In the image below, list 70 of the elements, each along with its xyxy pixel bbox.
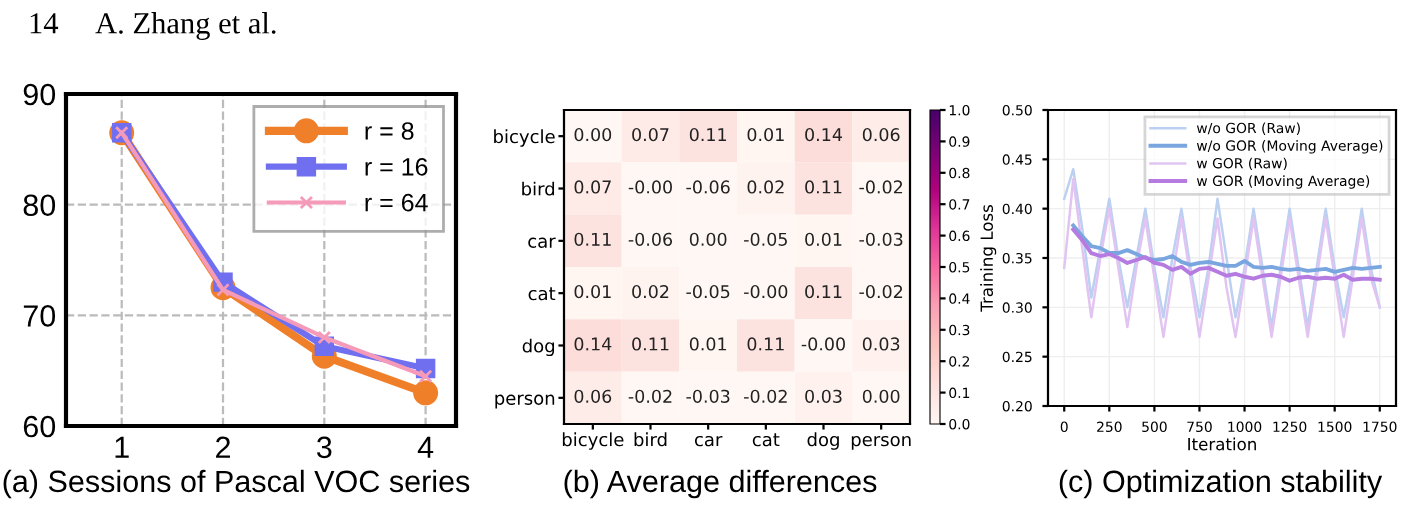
data-label: 0.06 xyxy=(574,389,612,403)
data-label: 0.02 xyxy=(632,285,669,299)
line-series xyxy=(1071,223,1382,274)
text: (b) Average differences xyxy=(564,469,877,499)
text: (a) Sessions of Pascal VOC series xyxy=(3,469,470,499)
legend-label: r = 16 xyxy=(365,157,428,176)
point xyxy=(413,380,439,406)
text: 14 A. Zhang et al. xyxy=(30,12,276,40)
x-tick-label: person xyxy=(851,435,911,450)
data-label: 0.01 xyxy=(805,232,842,246)
y-tick-label: 80 xyxy=(23,194,56,217)
data-label: 0.11 xyxy=(689,128,727,142)
y-tick-label: bird xyxy=(522,181,555,196)
legend-label: r = 8 xyxy=(365,122,414,140)
data-label: 0.03 xyxy=(805,389,842,403)
data-label: 0.14 xyxy=(574,337,612,351)
x-tick-label: 1 xyxy=(115,436,129,458)
x-tick-label: car xyxy=(694,435,723,447)
data-label: -0.03 xyxy=(859,232,903,246)
data-label: -0.02 xyxy=(859,180,903,194)
x-tick-label: bird xyxy=(634,432,667,447)
data-label: 0.00 xyxy=(862,389,900,403)
x-tick-label: 4 xyxy=(417,436,434,458)
data-label: 0.01 xyxy=(747,128,784,142)
data-label: 0.00 xyxy=(689,232,727,246)
data-label: -0.00 xyxy=(801,337,845,351)
y-tick-label: 90 xyxy=(23,83,56,106)
legend-label: r = 64 xyxy=(365,193,428,212)
data-label: 0.14 xyxy=(805,128,842,142)
data-label: 0.03 xyxy=(862,337,900,351)
data-label: 0.01 xyxy=(574,285,611,299)
data-label: -0.00 xyxy=(628,180,672,194)
data-label: -0.02 xyxy=(859,285,903,299)
data-label: -0.05 xyxy=(686,285,730,299)
x-tick-label: 2 xyxy=(216,436,230,458)
point xyxy=(418,369,433,384)
y-tick-label: 60 xyxy=(23,415,56,438)
data-label: -0.05 xyxy=(744,232,787,246)
data-label: -0.02 xyxy=(628,389,672,403)
data-label: -0.00 xyxy=(744,285,788,299)
x-tick-label: cat xyxy=(752,433,780,447)
line-series xyxy=(1071,227,1382,283)
data-label: 0.07 xyxy=(632,128,669,142)
data-label: 0.11 xyxy=(632,337,669,351)
data-label: 0.11 xyxy=(574,232,611,246)
data-label: -0.06 xyxy=(686,180,730,194)
data-label: 0.02 xyxy=(747,180,784,194)
x-tick-label: bicycle xyxy=(562,432,624,450)
data-label: 0.11 xyxy=(805,285,842,299)
y-tick-label: bicycle xyxy=(494,129,555,147)
y-tick-label: 70 xyxy=(23,305,56,327)
data-label: 0.11 xyxy=(805,180,842,194)
data-label: -0.06 xyxy=(628,232,673,246)
data-label: 0.11 xyxy=(747,337,784,351)
data-label: 0.00 xyxy=(574,128,612,142)
point xyxy=(317,330,332,345)
y-axis-title: Training Loss xyxy=(980,205,997,312)
data-label: 0.06 xyxy=(862,128,900,142)
y-tick-label: person xyxy=(495,394,555,409)
x-axis-title: Iteration xyxy=(1188,437,1256,451)
data-label: 0.07 xyxy=(574,180,611,194)
data-label: -0.02 xyxy=(744,389,787,403)
y-tick-label: dog xyxy=(522,338,555,357)
data-label: 0.01 xyxy=(689,337,727,351)
y-tick-label: cat xyxy=(528,287,556,301)
y-tick-label: car xyxy=(528,237,556,248)
text: (c) Optimization stability xyxy=(1059,469,1383,499)
x-tick-label: 3 xyxy=(316,436,332,459)
x-tick-label: dog xyxy=(807,432,839,450)
data-label: -0.03 xyxy=(686,389,730,403)
